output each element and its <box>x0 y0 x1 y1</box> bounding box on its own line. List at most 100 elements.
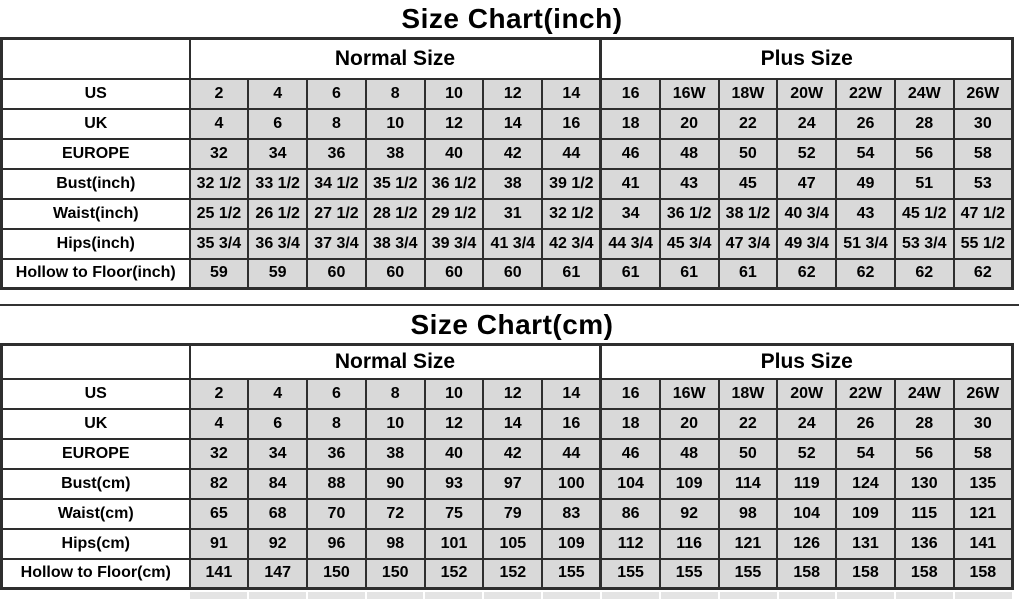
size-value-cell: 29 1/2 <box>423 197 485 230</box>
size-chart-cm-section: Size Chart(cm) Normal Size Plus Size US 2 4 6… <box>0 306 1024 590</box>
size-value-cell: 4 <box>247 77 309 110</box>
size-value-cell: 38 <box>482 167 544 200</box>
size-value-cell: 101 <box>423 527 485 560</box>
cutoff-row-cell <box>837 592 895 599</box>
size-value-cell: 50 <box>717 137 779 170</box>
size-value-cell: 43 <box>658 167 720 200</box>
size-value-cell: 141 <box>952 527 1014 560</box>
size-value-cell: 6 <box>306 377 367 410</box>
size-value-cell: 53 3/4 <box>893 227 955 260</box>
size-value-cell: 61 <box>658 257 720 290</box>
size-value-cell: 62 <box>835 257 896 290</box>
size-value-cell: 36 <box>306 137 367 170</box>
size-value-cell: 119 <box>776 467 838 500</box>
row-label: Waist(inch) <box>0 197 191 230</box>
size-value-cell: 97 <box>482 467 544 500</box>
group-header-row: Normal Size Plus Size <box>0 37 1014 80</box>
size-value-cell: 58 <box>952 437 1014 470</box>
size-value-cell: 91 <box>188 527 250 560</box>
cutoff-row-cell <box>248 592 306 599</box>
size-value-cell: 26 <box>835 107 896 140</box>
size-value-cell: 10 <box>364 107 426 140</box>
size-value-cell: 48 <box>658 437 720 470</box>
size-value-cell: 60 <box>482 257 544 290</box>
size-row: Waist(cm) 65 68 70 72 75 79 83 86 92 98 104 109 115 12… <box>0 497 1014 530</box>
size-value-cell: 22 <box>717 407 779 440</box>
size-value-cell: 55 1/2 <box>952 227 1014 260</box>
size-value-cell: 12 <box>482 377 544 410</box>
size-row: Hollow to Floor(cm) 141 147 150 150 152 152 155… <box>0 557 1014 590</box>
row-label: EUROPE <box>0 437 191 470</box>
size-value-cell: 14 <box>482 407 544 440</box>
size-value-cell: 20 <box>658 107 720 140</box>
size-value-cell: 32 <box>188 137 250 170</box>
row-label: EUROPE <box>0 137 191 170</box>
size-value-cell: 100 <box>541 467 602 500</box>
size-value-cell: 24W <box>893 77 955 110</box>
size-value-cell: 22W <box>835 77 896 110</box>
cutoff-row-cell <box>543 592 601 599</box>
size-value-cell: 38 1/2 <box>717 197 779 230</box>
row-label: UK <box>0 107 191 140</box>
size-row: Bust(inch) 32 1/2 33 1/2 34 1/2 35 1/2 36 1/2… <box>0 167 1014 200</box>
size-value-cell: 41 3/4 <box>482 227 544 260</box>
size-value-cell: 40 <box>423 137 485 170</box>
size-value-cell: 18 <box>599 107 661 140</box>
cutoff-row-cell <box>307 592 365 599</box>
size-value-cell: 35 3/4 <box>188 227 250 260</box>
size-value-cell: 26W <box>952 77 1014 110</box>
cutoff-row-cell <box>778 592 836 599</box>
size-chart-inch-section: Size Chart(inch) Normal Size Plus Size US 2… <box>0 0 1024 290</box>
size-value-cell: 20W <box>776 377 838 410</box>
size-value-cell: 37 3/4 <box>306 227 367 260</box>
size-value-cell: 44 3/4 <box>599 227 661 260</box>
size-value-cell: 42 3/4 <box>541 227 602 260</box>
size-value-cell: 35 1/2 <box>364 167 426 200</box>
size-value-cell: 72 <box>364 497 426 530</box>
size-value-cell: 36 3/4 <box>247 227 309 260</box>
size-chart-inch-title: Size Chart(inch) <box>401 2 623 34</box>
size-value-cell: 14 <box>541 77 602 110</box>
size-value-cell: 98 <box>364 527 426 560</box>
size-value-cell: 12 <box>423 107 485 140</box>
size-value-cell: 152 <box>482 557 544 590</box>
size-value-cell: 126 <box>776 527 838 560</box>
size-value-cell: 14 <box>482 107 544 140</box>
size-value-cell: 155 <box>658 557 720 590</box>
size-value-cell: 41 <box>599 167 661 200</box>
size-row: Waist(inch) 25 1/2 26 1/2 27 1/2 28 1/2 29 1/… <box>0 197 1014 230</box>
size-value-cell: 52 <box>776 437 838 470</box>
size-row: EUROPE 32 34 36 38 40 42 44 46 48 50 52 54 56 58 <box>0 137 1014 170</box>
size-row: Hollow to Floor(inch) 59 59 60 60 60 60 61 61 61 6… <box>0 257 1014 290</box>
size-value-cell: 105 <box>482 527 544 560</box>
size-row: Hips(cm) 91 92 96 98 101 105 109 112 116 121 126 131… <box>0 527 1014 560</box>
size-value-cell: 83 <box>541 497 602 530</box>
size-value-cell: 49 3/4 <box>776 227 838 260</box>
size-value-cell: 10 <box>423 77 485 110</box>
size-value-cell: 92 <box>658 497 720 530</box>
size-value-cell: 2 <box>188 377 250 410</box>
size-value-cell: 4 <box>188 107 250 140</box>
size-value-cell: 60 <box>306 257 367 290</box>
size-value-cell: 75 <box>423 497 485 530</box>
size-value-cell: 20 <box>658 407 720 440</box>
size-value-cell: 47 <box>776 167 838 200</box>
size-row: Hips(inch) 35 3/4 36 3/4 37 3/4 38 3/4 39 3/4… <box>0 227 1014 260</box>
size-value-cell: 86 <box>599 497 661 530</box>
size-value-cell: 109 <box>658 467 720 500</box>
size-value-cell: 51 <box>893 167 955 200</box>
size-value-cell: 30 <box>952 407 1014 440</box>
size-value-cell: 60 <box>364 257 426 290</box>
size-value-cell: 34 <box>599 197 661 230</box>
size-row: US 2 4 6 8 10 12 14 16 16W 18W 20W 22W 24W 26W <box>0 77 1014 110</box>
size-value-cell: 45 3/4 <box>658 227 720 260</box>
size-value-cell: 70 <box>306 497 367 530</box>
size-value-cell: 155 <box>541 557 602 590</box>
size-value-cell: 104 <box>599 467 661 500</box>
size-value-cell: 60 <box>423 257 485 290</box>
size-value-cell: 48 <box>658 137 720 170</box>
size-chart-cm-table: Normal Size Plus Size US 2 4 6 8 10 12 14 16 16W 18W… <box>0 343 1014 590</box>
size-value-cell: 49 <box>835 167 896 200</box>
row-label: Waist(cm) <box>0 497 191 530</box>
size-value-cell: 155 <box>599 557 661 590</box>
